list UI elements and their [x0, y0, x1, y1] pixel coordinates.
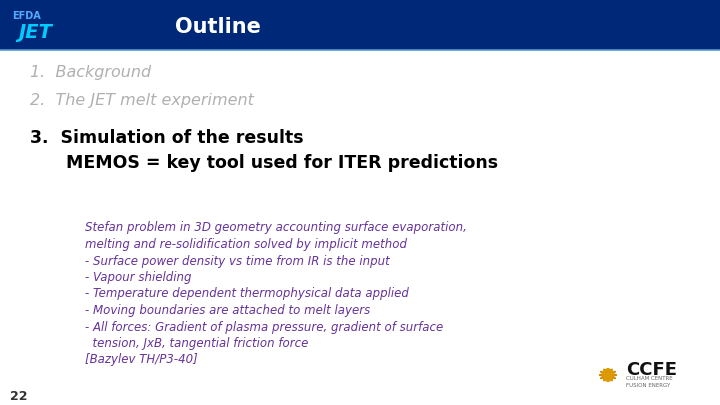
Text: - Surface power density vs time from IR is the input: - Surface power density vs time from IR …: [85, 254, 390, 267]
Text: MEMOS = key tool used for ITER predictions: MEMOS = key tool used for ITER predictio…: [30, 154, 498, 172]
Text: Outline: Outline: [175, 17, 261, 37]
Text: - Moving boundaries are attached to melt layers: - Moving boundaries are attached to melt…: [85, 304, 370, 317]
Text: 2.  The JET melt experiment: 2. The JET melt experiment: [30, 92, 254, 107]
Text: CCFE: CCFE: [626, 361, 677, 379]
Circle shape: [602, 369, 614, 381]
Text: CULHAM CENTRE
FUSION ENERGY: CULHAM CENTRE FUSION ENERGY: [626, 376, 672, 388]
Text: melting and re-solidification solved by implicit method: melting and re-solidification solved by …: [85, 238, 407, 251]
Text: tension, JxB, tangential friction force: tension, JxB, tangential friction force: [85, 337, 308, 350]
Text: EFDA: EFDA: [12, 11, 41, 21]
Text: 22: 22: [10, 390, 27, 403]
Text: 3.  Simulation of the results: 3. Simulation of the results: [30, 129, 304, 147]
Bar: [0, 0, 720, 50]
Text: JET: JET: [18, 23, 52, 43]
Text: Stefan problem in 3D geometry accounting surface evaporation,: Stefan problem in 3D geometry accounting…: [85, 222, 467, 234]
Text: 1.  Background: 1. Background: [30, 64, 151, 79]
Text: [Bazylev TH/P3-40]: [Bazylev TH/P3-40]: [85, 354, 198, 367]
Text: - Temperature dependent thermophysical data applied: - Temperature dependent thermophysical d…: [85, 288, 409, 301]
Text: - Vapour shielding: - Vapour shielding: [85, 271, 192, 284]
Text: - All forces: Gradient of plasma pressure, gradient of surface: - All forces: Gradient of plasma pressur…: [85, 320, 444, 333]
